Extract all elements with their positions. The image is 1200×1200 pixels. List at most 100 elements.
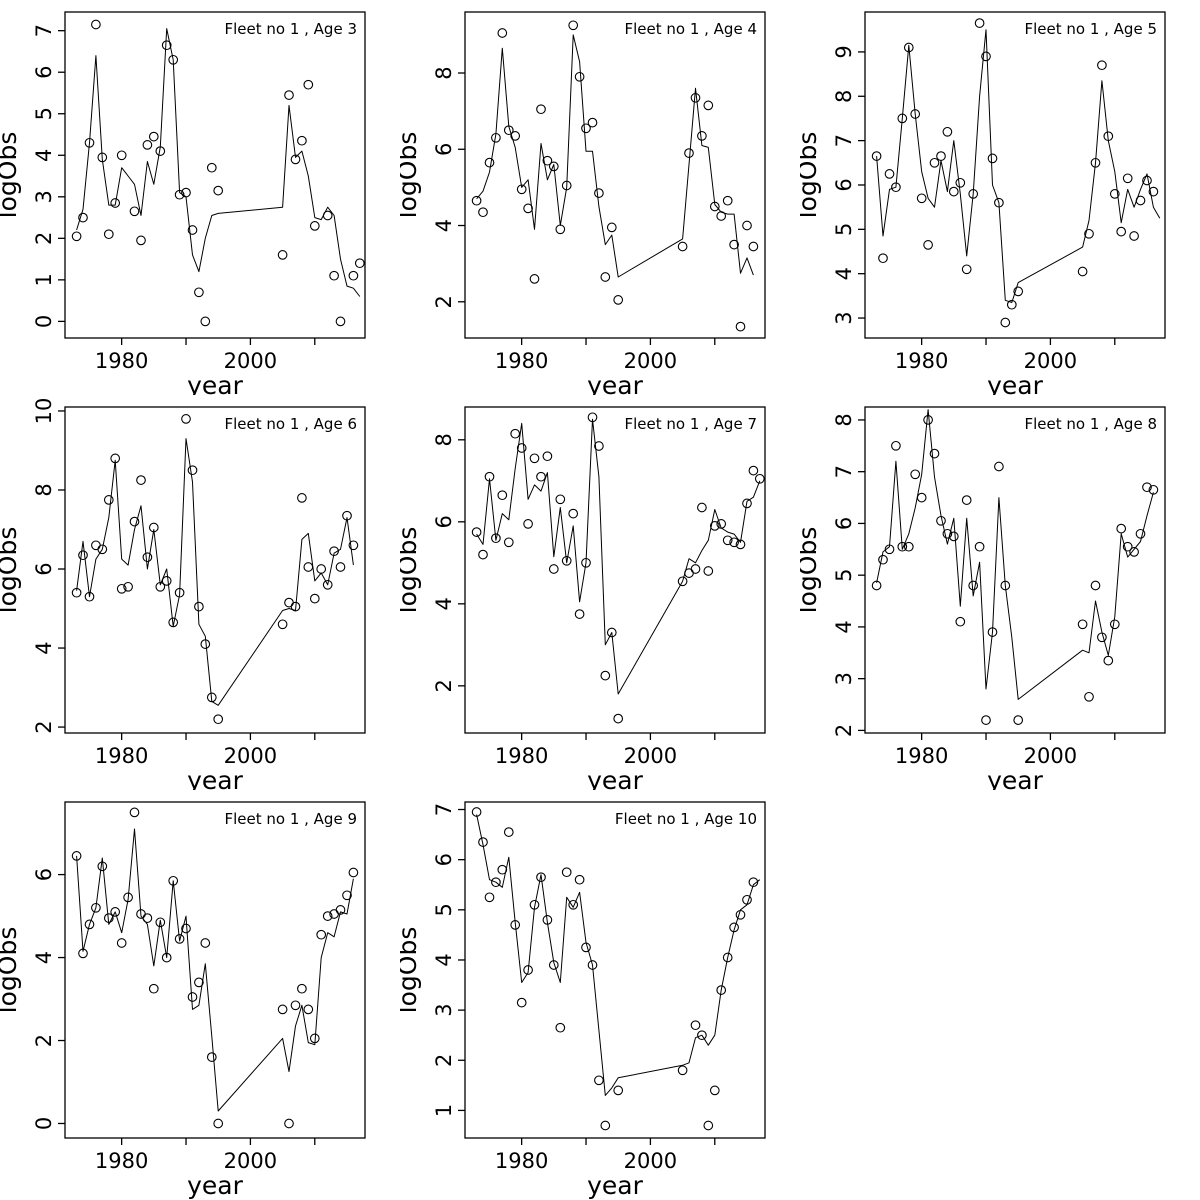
obs-point	[936, 515, 946, 526]
obs-point	[1135, 528, 1146, 539]
obs-point	[968, 580, 979, 591]
fit-line	[476, 814, 761, 1096]
obs-point	[729, 239, 739, 250]
obs-point	[878, 554, 888, 565]
y-tick-label: 6	[432, 853, 456, 866]
obs-point	[1097, 60, 1107, 71]
obs-point	[987, 627, 998, 637]
y-tick-label: 6	[832, 178, 856, 191]
obs-point	[484, 471, 495, 482]
obs-point	[942, 126, 953, 137]
obs-point	[936, 151, 946, 161]
obs-point	[561, 867, 572, 878]
plot-box	[864, 406, 1166, 734]
y-tick-label: 5	[32, 107, 56, 120]
obs-point	[510, 920, 521, 930]
x-axis-label: year	[187, 1171, 243, 1200]
obs-point	[581, 123, 591, 134]
obs-point	[516, 997, 527, 1008]
obs-point	[123, 892, 133, 903]
obs-point	[748, 877, 759, 888]
obs-point	[587, 117, 598, 128]
obs-point	[503, 125, 514, 136]
obs-point	[148, 131, 159, 142]
panel-title: Fleet no 1 , Age 10	[615, 810, 757, 828]
obs-point	[187, 992, 198, 1002]
panel-title: Fleet no 1 , Age 3	[224, 20, 357, 38]
x-axis-label: year	[987, 766, 1043, 790]
obs-point	[284, 597, 294, 608]
y-tick-label: 4	[32, 641, 56, 654]
obs-point	[594, 441, 604, 451]
obs-point	[484, 892, 495, 903]
x-tick-label: 1980	[95, 1149, 148, 1173]
obs-point	[709, 521, 720, 531]
panel-title: Fleet no 1 , Age 7	[624, 415, 757, 433]
obs-point	[206, 1052, 217, 1062]
y-axis-label: logObs	[0, 132, 22, 219]
obs-point	[897, 113, 908, 124]
obs-point	[484, 157, 495, 168]
obs-point	[97, 152, 108, 163]
obs-point	[871, 151, 882, 161]
obs-point	[716, 519, 727, 529]
obs-point	[529, 899, 540, 910]
obs-point	[542, 451, 553, 462]
obs-point	[335, 562, 346, 572]
x-tick-label: 2000	[624, 1149, 677, 1173]
obs-point	[277, 250, 288, 260]
panel-cell-age-5: 1980 2000 3 4 5 6 7 8 9 year logObs Fleet no 1 , Ag…	[800, 0, 1200, 395]
obs-point	[342, 510, 352, 521]
obs-point	[581, 557, 591, 568]
obs-point	[754, 473, 765, 484]
y-tick-label: 3	[32, 190, 56, 203]
obs-point	[71, 851, 82, 861]
obs-point	[348, 867, 359, 878]
obs-point	[297, 493, 307, 503]
y-tick-label: 5	[832, 223, 856, 236]
plot-box	[464, 11, 766, 339]
y-axis-label: logObs	[400, 927, 422, 1014]
obs-point	[587, 412, 598, 423]
obs-point	[200, 938, 211, 948]
obs-point	[1084, 691, 1094, 702]
obs-point	[1077, 619, 1088, 630]
obs-point	[136, 475, 146, 485]
obs-point	[1142, 175, 1152, 186]
obs-point	[200, 639, 211, 649]
obs-point	[613, 1085, 624, 1096]
obs-point	[348, 270, 359, 281]
obs-point	[290, 1000, 301, 1011]
obs-point	[748, 465, 759, 476]
y-tick-label: 1	[432, 1104, 456, 1117]
obs-point	[116, 938, 127, 948]
x-axis-label: year	[587, 371, 643, 395]
obs-point	[194, 977, 204, 988]
obs-point	[213, 1118, 224, 1129]
obs-point	[735, 909, 746, 920]
obs-point	[142, 140, 153, 150]
obs-point	[510, 131, 521, 141]
obs-point	[168, 617, 179, 628]
obs-point	[916, 492, 927, 503]
obs-point	[110, 453, 121, 464]
obs-point	[290, 154, 301, 165]
x-axis-label: year	[587, 1171, 643, 1200]
obs-point	[1148, 186, 1159, 197]
obs-point	[994, 461, 1004, 472]
obs-point	[155, 146, 166, 156]
obs-point	[1103, 131, 1114, 142]
obs-point	[110, 198, 121, 208]
obs-point	[729, 537, 739, 548]
obs-point	[309, 1033, 320, 1044]
y-tick-label: 4	[432, 953, 456, 966]
obs-point	[974, 541, 985, 552]
panel-title: Fleet no 1 , Age 4	[624, 20, 757, 38]
obs-point	[529, 453, 540, 464]
obs-point	[322, 911, 333, 921]
obs-point	[929, 157, 940, 168]
obs-point	[503, 537, 514, 548]
obs-point	[1006, 299, 1017, 310]
obs-point	[1090, 580, 1101, 591]
obs-point	[1122, 173, 1133, 184]
